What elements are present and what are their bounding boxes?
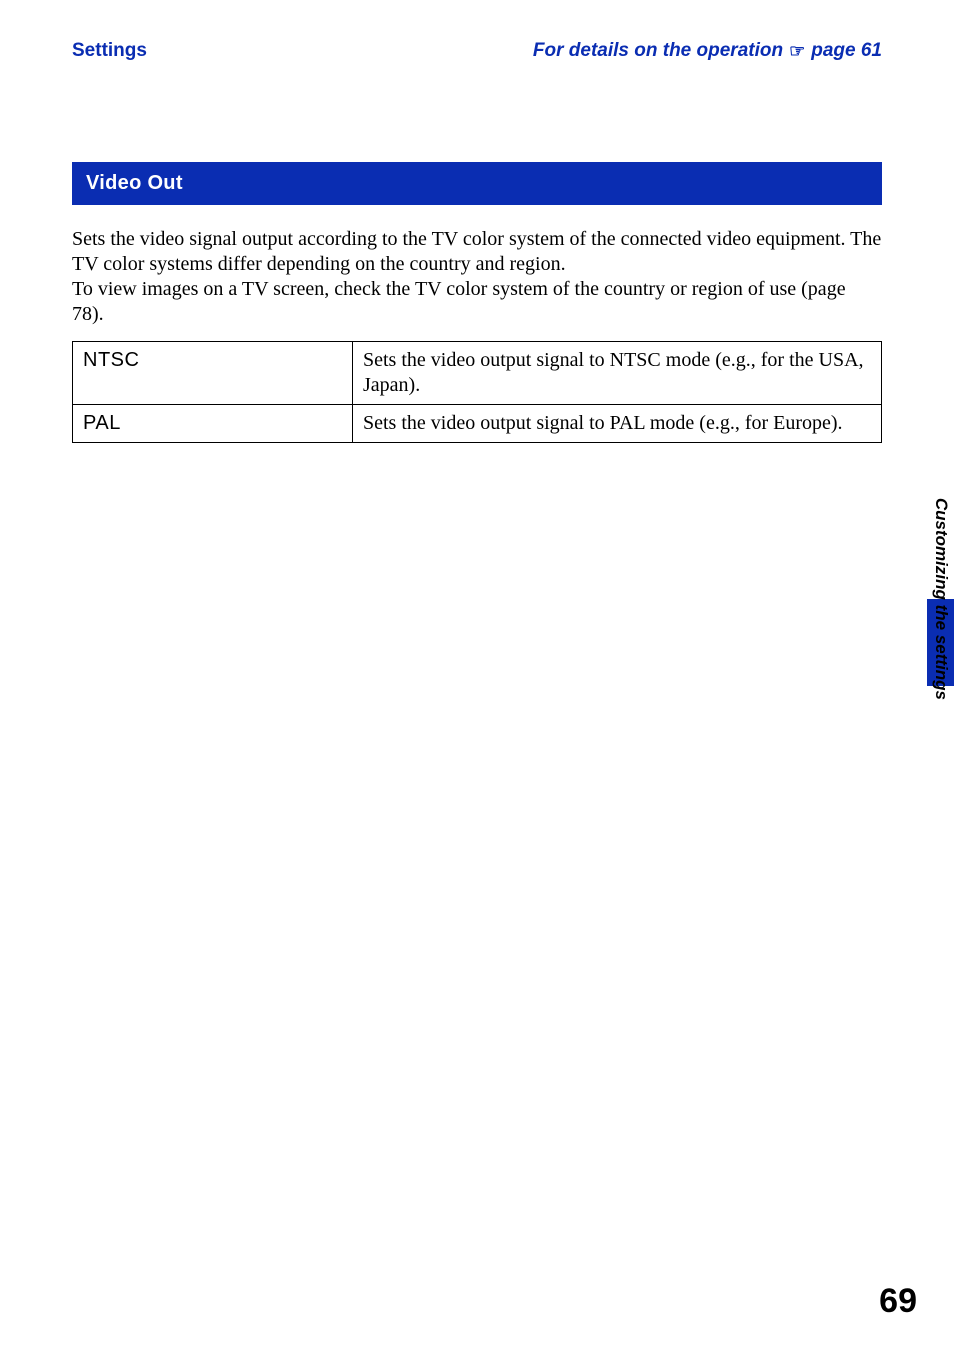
- header-reference-suffix: page 61: [811, 40, 882, 62]
- section-title-bar: Video Out: [72, 162, 882, 205]
- page-number: 69: [879, 1282, 917, 1321]
- option-label: PAL: [73, 405, 353, 443]
- pointing-hand-icon: ☞: [789, 41, 805, 62]
- page-header: Settings For details on the operation ☞ …: [0, 0, 954, 72]
- options-table: NTSC Sets the video output signal to NTS…: [72, 341, 882, 443]
- option-description: Sets the video output signal to NTSC mod…: [353, 342, 882, 405]
- body-paragraph: Sets the video signal output according t…: [72, 228, 881, 325]
- table-row: NTSC Sets the video output signal to NTS…: [73, 342, 882, 405]
- header-reference: For details on the operation ☞ page 61: [533, 40, 882, 62]
- option-label: NTSC: [73, 342, 353, 405]
- table-row: PAL Sets the video output signal to PAL …: [73, 405, 882, 443]
- header-section-name: Settings: [72, 40, 147, 62]
- option-description: Sets the video output signal to PAL mode…: [353, 405, 882, 443]
- section-body-text: Sets the video signal output according t…: [72, 227, 882, 327]
- header-reference-prefix: For details on the operation: [533, 40, 783, 62]
- side-chapter-label: Customizing the settings: [931, 498, 951, 700]
